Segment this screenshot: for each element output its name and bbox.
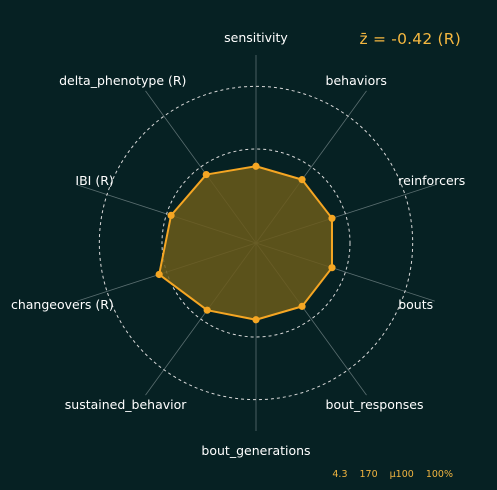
data-point (155, 270, 163, 279)
axis-label: bout_generations (201, 443, 310, 458)
axis-label: delta_phenotype (R) (59, 73, 186, 88)
data-point (252, 316, 260, 324)
data-point (298, 176, 306, 184)
data-point (328, 264, 336, 272)
footer-value-4: 100% (425, 469, 453, 480)
axis-label: sustained_behavior (65, 397, 188, 412)
data-point (298, 302, 306, 310)
data-point (167, 211, 175, 220)
zscore-label: z̄ = -0.42 (R) (359, 30, 461, 48)
reference-ring (98, 85, 414, 401)
data-point (203, 306, 211, 314)
axis-label: reinforcers (398, 173, 465, 188)
axis-label: changeovers (R) (11, 297, 114, 312)
footer-value-2: 170 (359, 469, 378, 480)
data-point (328, 214, 336, 222)
data-point (202, 170, 210, 179)
axis-label: bout_responses (326, 397, 424, 412)
data-point (252, 162, 260, 170)
footer-value-1: 4.3 (332, 469, 348, 480)
axis-label: sensitivity (224, 30, 288, 45)
axis-label: behaviors (326, 73, 387, 88)
series-area (158, 165, 333, 321)
reference-ring (161, 148, 351, 338)
axis-label: IBI (R) (75, 173, 113, 188)
footer-value-3: µ100 (389, 469, 414, 480)
axis-label: bouts (398, 297, 433, 312)
footer-stats: 4.3 170 µ100 100% (332, 469, 453, 480)
